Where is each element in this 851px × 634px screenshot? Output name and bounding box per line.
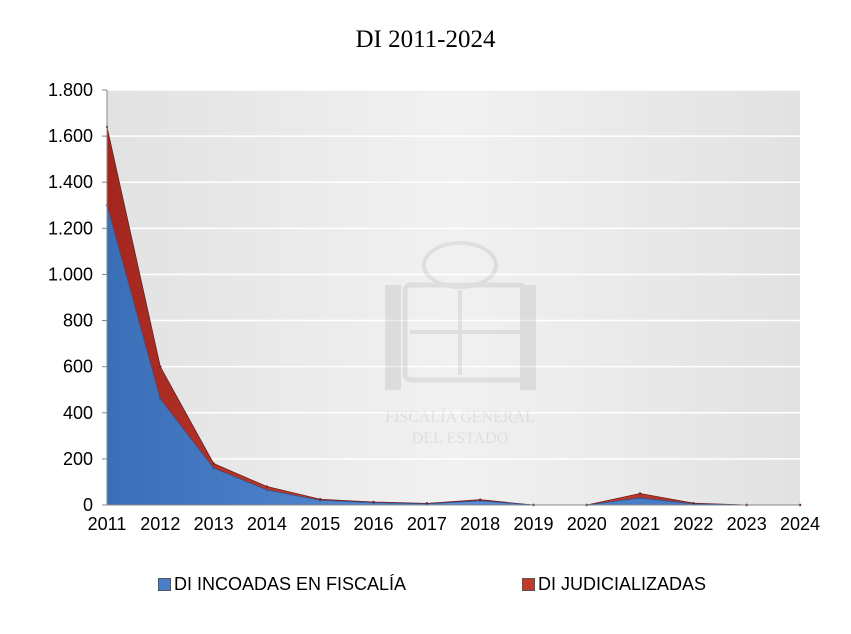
point-incoadas: [212, 466, 215, 470]
point-judicializadas: [372, 500, 375, 504]
y-tick-label: 1.400: [48, 172, 93, 192]
legend-item-incoadas: DI INCOADAS EN FISCALÍA: [158, 574, 406, 595]
legend-item-judicializadas: DI JUDICIALIZADAS: [522, 574, 706, 595]
point-judicializadas: [638, 492, 642, 495]
y-tick-label: 800: [63, 311, 93, 331]
legend-label-judicializadas: DI JUDICIALIZADAS: [538, 574, 707, 594]
point-incoadas: [265, 488, 269, 492]
x-tick-label: 2015: [300, 514, 340, 534]
y-tick-label: 0: [83, 495, 93, 515]
x-tick-label: 2013: [194, 514, 234, 534]
legend-label-incoadas: DI INCOADAS EN FISCALÍA: [174, 574, 407, 594]
point-judicializadas: [425, 502, 429, 505]
x-tick-label: 2023: [727, 514, 767, 534]
legend: DI INCOADAS EN FISCALÍA DI JUDICIALIZADA…: [0, 574, 851, 598]
x-tick-label: 2018: [460, 514, 500, 534]
watermark-line1: FISCALÍA GENERAL: [385, 407, 535, 426]
watermark-seal: FISCALÍA GENERAL DEL ESTADO: [385, 241, 536, 447]
x-tick-label: 2019: [513, 514, 553, 534]
x-tick-label: 2011: [88, 514, 127, 534]
x-tick-label: 2024: [780, 514, 820, 534]
x-tick-label: 2012: [140, 514, 180, 534]
chart-title: DI 2011-2024: [355, 26, 496, 53]
x-tick-label: 2022: [673, 514, 713, 534]
point-judicializadas: [478, 498, 482, 501]
y-tick-label: 1.600: [48, 126, 93, 146]
y-tick-label: 200: [63, 449, 93, 469]
point-judicializadas: [692, 501, 695, 505]
x-tick-label: 2017: [407, 514, 447, 534]
x-tick-label: 2016: [354, 514, 394, 534]
y-tick-label: 400: [63, 403, 93, 423]
y-tick-label: 1.200: [48, 218, 93, 238]
y-tick-label: 1.800: [48, 80, 93, 100]
point-judicializadas: [159, 365, 162, 368]
plot-area: [107, 90, 800, 505]
y-tick-label: 1.000: [48, 264, 93, 284]
legend-swatch-blue: [158, 578, 171, 591]
legend-swatch-red: [522, 578, 535, 591]
x-tick-label: 2020: [567, 514, 607, 534]
x-tick-label: 2021: [620, 514, 660, 534]
watermark-line2: DEL ESTADO: [412, 430, 508, 447]
point-judicializadas: [265, 485, 269, 488]
x-tick-label: 2014: [247, 514, 287, 534]
point-judicializadas: [319, 498, 322, 501]
y-tick-label: 600: [63, 357, 93, 377]
point-judicializadas: [212, 462, 215, 465]
point-incoadas: [638, 496, 642, 500]
point-incoadas: [159, 397, 162, 401]
